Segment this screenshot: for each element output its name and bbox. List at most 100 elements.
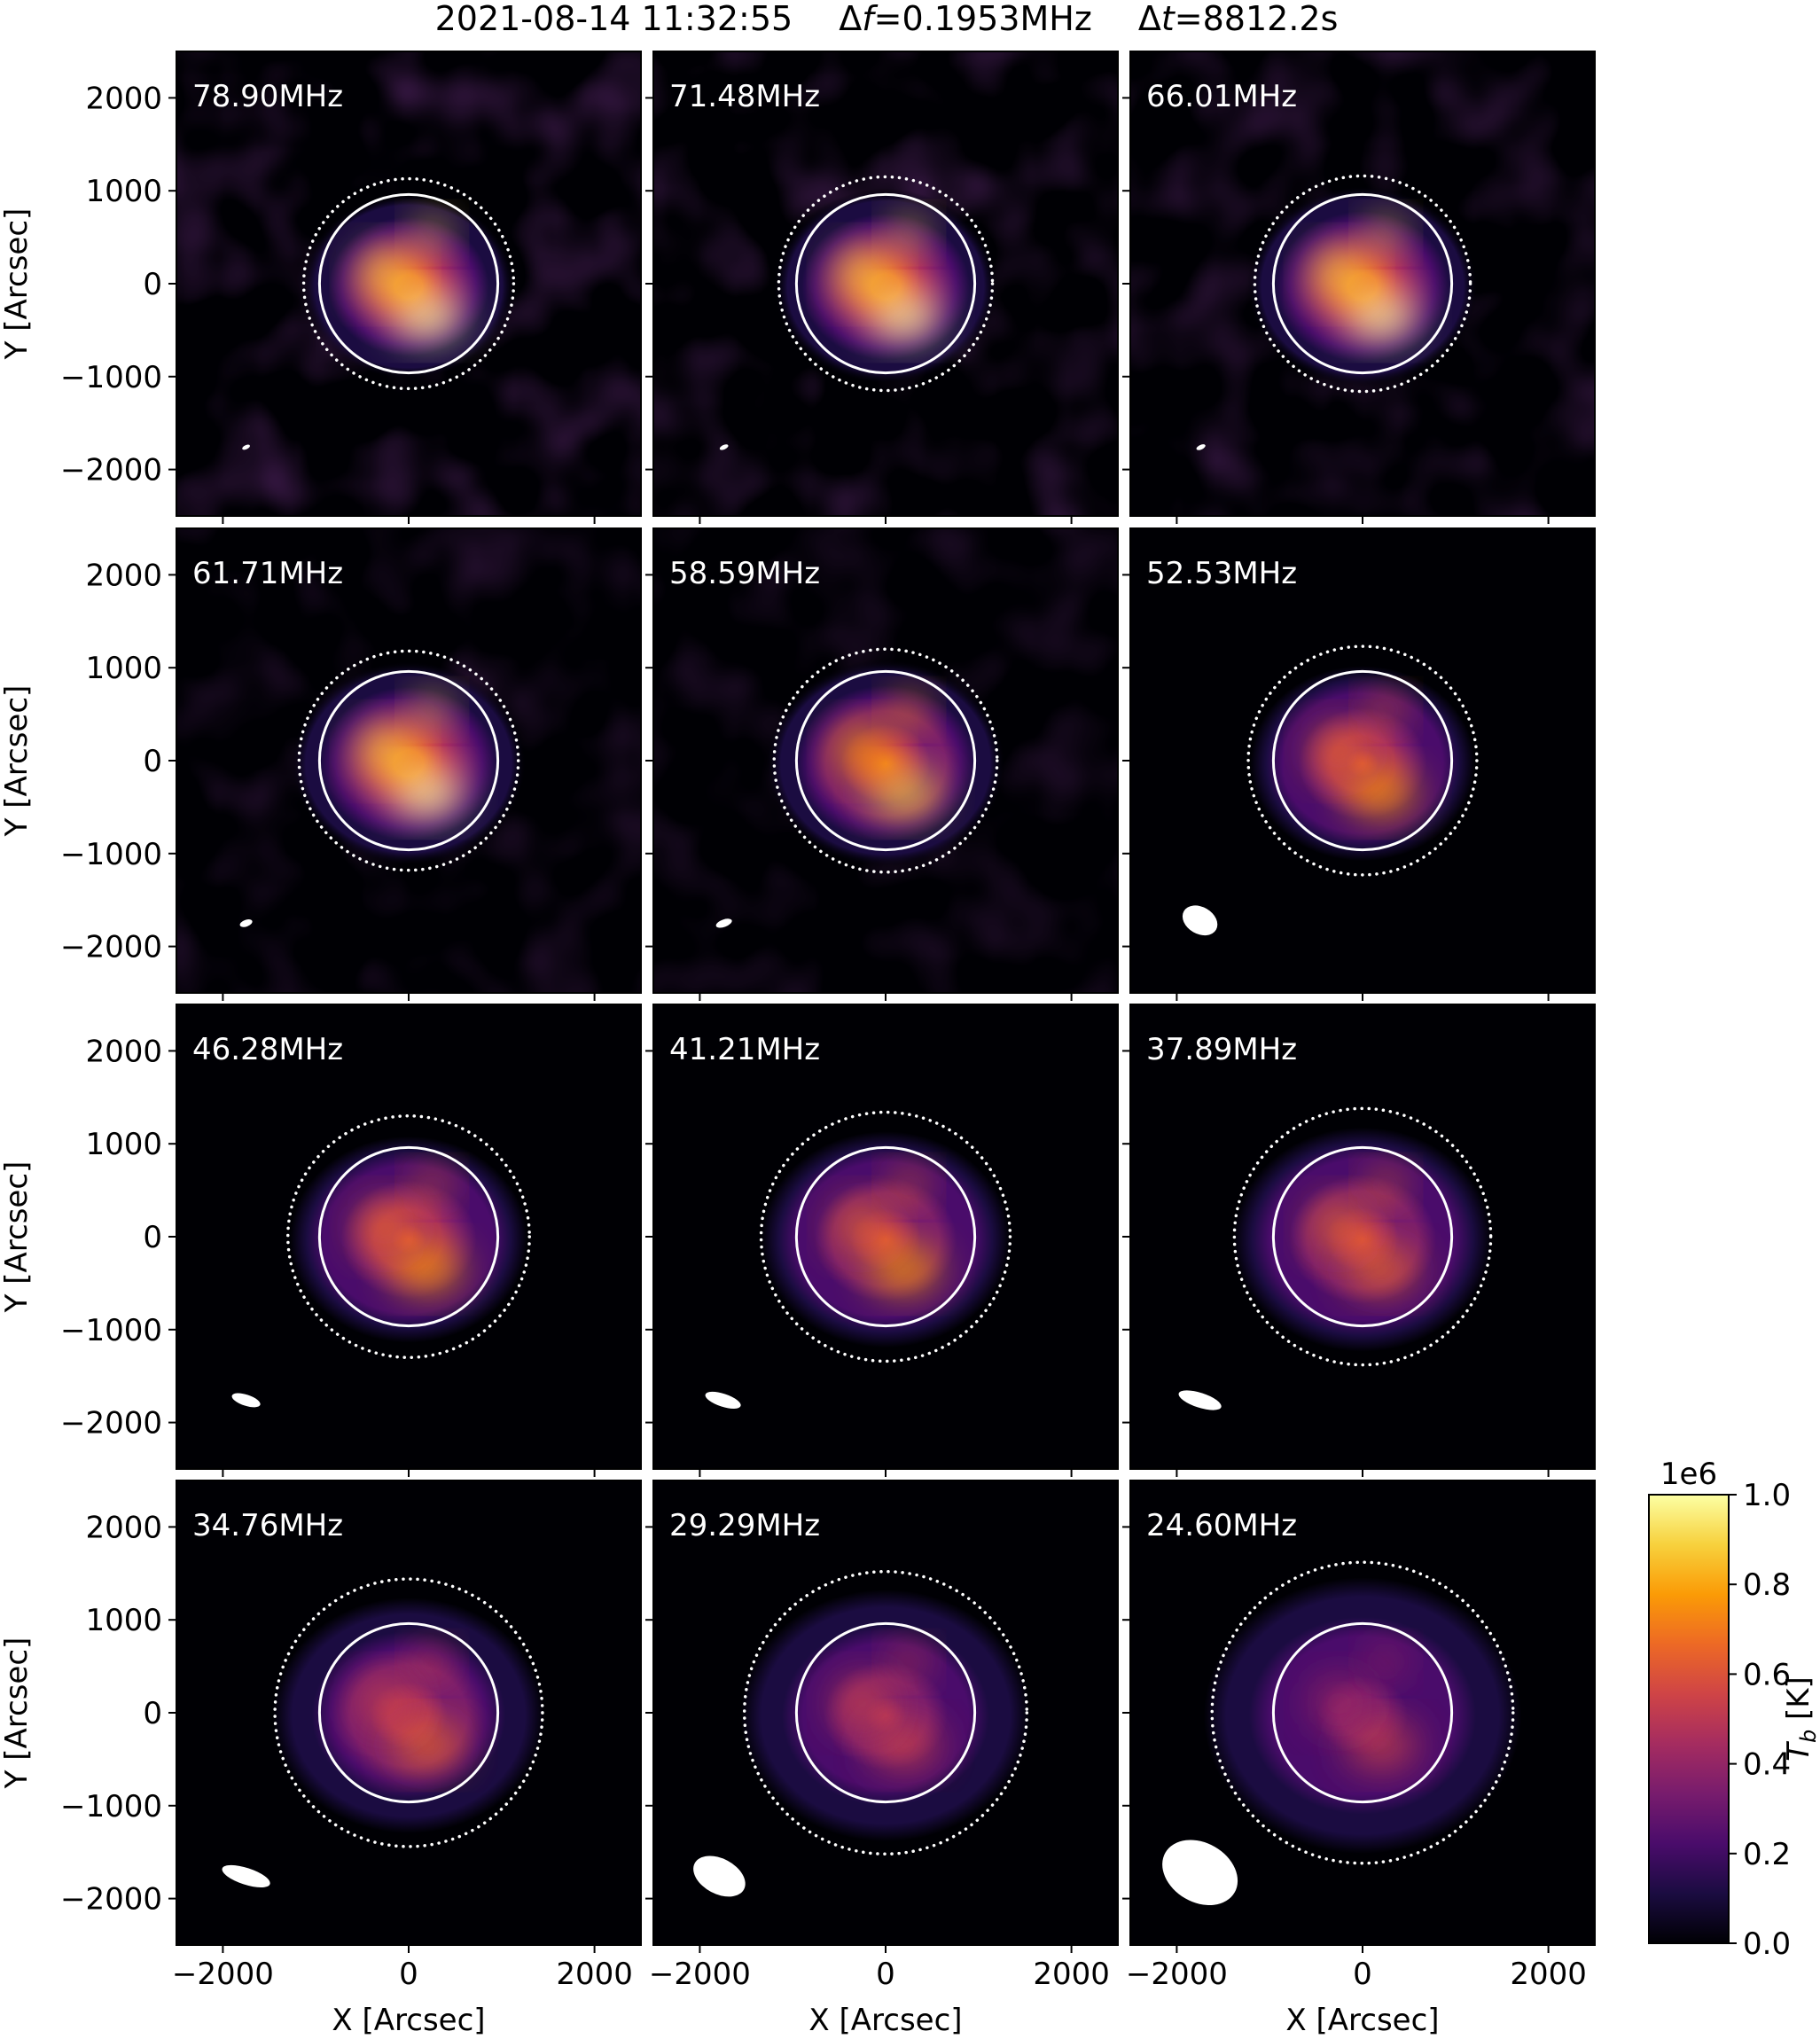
colorbar-label-unit: [K] (1781, 1676, 1816, 1730)
y-tick-label: 0 (143, 1696, 162, 1731)
bright-region (834, 725, 891, 777)
bright-region (1346, 770, 1417, 816)
colorbar-tick-label: 0.6 (1743, 1657, 1791, 1692)
frequency-label: 78.90MHz (192, 79, 343, 114)
y-tick-label: 0 (143, 267, 162, 302)
beam-ellipse (222, 1864, 270, 1887)
beam-ellipse (715, 918, 732, 928)
y-tick-label: 0 (143, 744, 162, 779)
x-tick-label: 2000 (1033, 1957, 1110, 1992)
bright-region (1367, 692, 1405, 727)
frequency-label: 41.21MHz (669, 1032, 820, 1067)
dotted-source-circle (301, 176, 516, 391)
bright-region (1346, 1722, 1417, 1769)
panel-12: 24.60MHz −2000 0 2000 X [Arcsec] (1122, 1480, 1596, 2038)
x-axis-label: X [Arcsec] (332, 2003, 485, 2038)
bright-region (1367, 215, 1405, 250)
x-tick-label: 0 (1353, 1957, 1372, 1992)
panel-8: 41.21MHz (645, 1004, 1119, 1477)
panel-3: 66.01MHz (1122, 51, 1596, 524)
x-tick-label: 2000 (1510, 1957, 1587, 1992)
x-tick-label: −2000 (172, 1957, 274, 1992)
solar-disk-circle (1271, 669, 1454, 852)
bright-region (834, 1677, 891, 1730)
bright-region (869, 1722, 940, 1769)
frequency-label: 71.48MHz (669, 79, 820, 114)
bright-region (392, 293, 463, 340)
bright-region (413, 215, 451, 250)
x-tick-label: 0 (399, 1957, 418, 1992)
y-tick-label: 2000 (85, 558, 162, 593)
bright-region (357, 1677, 414, 1730)
panel-9: 37.89MHz (1122, 1004, 1596, 1477)
y-tick-label: −2000 (60, 930, 162, 965)
solar-disk-circle (317, 1621, 500, 1804)
bright-region (869, 1246, 940, 1293)
frequency-label: 29.29MHz (669, 1508, 820, 1543)
colorbar-tick-label: 1.0 (1743, 1478, 1791, 1513)
y-axis-label: Y [Arcsec] (0, 1161, 35, 1314)
panel-10: 34.76MHz −2000 0 2000 −2000 −1000 0 1000 2000 Y [… (0, 1480, 642, 2038)
solar-disk-circle (317, 1145, 500, 1328)
panel-2: 71.48MHz (645, 51, 1119, 524)
panel-grid: 78.90MHz −2000 −1000 0 1000 2000 Y [Arcsec] 71.… (0, 51, 1596, 2038)
beam-ellipse (719, 444, 729, 450)
bright-region (890, 692, 928, 727)
bright-region (1311, 248, 1368, 301)
y-tick-label: 1000 (85, 174, 162, 209)
dotted-source-circle (297, 649, 520, 872)
beam-ellipse (1182, 905, 1218, 936)
x-tick-label: 0 (876, 1957, 895, 1992)
figure-title: 2021-08-14 11:32:55 Δf=0.1953MHz Δt=8812… (435, 0, 1339, 38)
dotted-source-circle (742, 1569, 1029, 1856)
title-df-value: =0.1953MHz (874, 0, 1092, 38)
colorbar-tick-label: 0.0 (1743, 1926, 1791, 1962)
x-axis-label: X [Arcsec] (1285, 2003, 1439, 2038)
frequency-label: 37.89MHz (1146, 1032, 1297, 1067)
colorbar-tick-label: 0.2 (1743, 1837, 1791, 1872)
x-axis-label: X [Arcsec] (808, 2003, 962, 2038)
dotted-source-circle (772, 647, 999, 874)
x-tick-label: −2000 (649, 1957, 751, 1992)
bright-region (890, 1644, 928, 1679)
bright-region (1311, 1677, 1368, 1730)
solar-disk-circle (794, 1145, 977, 1328)
y-tick-label: 1000 (85, 651, 162, 686)
beam-ellipse (705, 1391, 741, 1409)
frequency-label: 66.01MHz (1146, 79, 1297, 114)
dotted-source-circle (273, 1577, 544, 1848)
bright-region (413, 692, 451, 727)
dotted-source-circle (1253, 174, 1472, 394)
bright-region (1346, 1246, 1417, 1293)
title-date: 2021-08-14 11:32:55 (435, 0, 793, 38)
y-axis-label: Y [Arcsec] (0, 208, 35, 361)
dotted-source-circle (777, 175, 995, 393)
bright-region (1346, 293, 1417, 340)
solar-disk-circle (794, 192, 977, 375)
bright-region (1311, 725, 1368, 777)
frequency-label: 46.28MHz (192, 1032, 343, 1067)
bright-region (392, 1246, 463, 1293)
bright-region (869, 293, 940, 340)
solar-disk-circle (1271, 192, 1454, 375)
beam-ellipse (1196, 444, 1206, 450)
colorbar-tick-label: 0.8 (1743, 1567, 1791, 1603)
bright-region (1311, 1201, 1368, 1254)
title-dt-var: t (1161, 0, 1176, 38)
bright-region (834, 1201, 891, 1254)
frequency-label: 34.76MHz (192, 1508, 343, 1543)
colorbar-gradient (1648, 1494, 1730, 1944)
y-tick-label: 2000 (85, 81, 162, 116)
bright-region (890, 1168, 928, 1203)
x-tick-label: 2000 (556, 1957, 633, 1992)
beam-ellipse (1162, 1840, 1238, 1906)
colorbar-label-var: T (1781, 1741, 1816, 1762)
bright-region (834, 248, 891, 301)
y-tick-label: 0 (143, 1220, 162, 1255)
panel-11: 29.29MHz −2000 0 2000 X [Arcsec] (645, 1480, 1119, 2038)
y-tick-label: −2000 (60, 1882, 162, 1918)
beam-ellipse (231, 1393, 261, 1408)
dotted-source-circle (1246, 645, 1479, 877)
y-axis-label: Y [Arcsec] (0, 685, 35, 838)
